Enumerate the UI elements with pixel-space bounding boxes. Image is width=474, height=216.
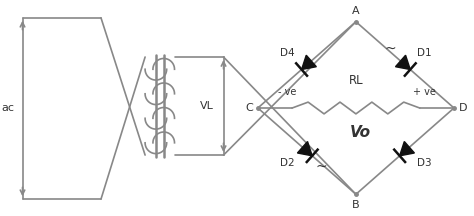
Polygon shape bbox=[301, 55, 316, 70]
Text: B: B bbox=[352, 200, 360, 210]
Polygon shape bbox=[400, 141, 414, 156]
Text: Vo: Vo bbox=[350, 125, 372, 140]
Text: ~: ~ bbox=[384, 42, 396, 56]
Text: D3: D3 bbox=[417, 158, 432, 168]
Text: D1: D1 bbox=[417, 48, 432, 58]
Text: A: A bbox=[352, 6, 360, 16]
Text: D2: D2 bbox=[280, 158, 295, 168]
Text: + ve: + ve bbox=[413, 87, 436, 97]
Text: RL: RL bbox=[348, 74, 363, 87]
Text: VL: VL bbox=[200, 101, 214, 111]
Polygon shape bbox=[297, 141, 312, 156]
Text: D4: D4 bbox=[280, 48, 295, 58]
Polygon shape bbox=[395, 55, 410, 70]
Text: ac: ac bbox=[2, 103, 15, 113]
Text: C: C bbox=[245, 103, 253, 113]
Text: ~: ~ bbox=[316, 160, 328, 174]
Text: - ve: - ve bbox=[278, 87, 296, 97]
Text: D: D bbox=[459, 103, 467, 113]
